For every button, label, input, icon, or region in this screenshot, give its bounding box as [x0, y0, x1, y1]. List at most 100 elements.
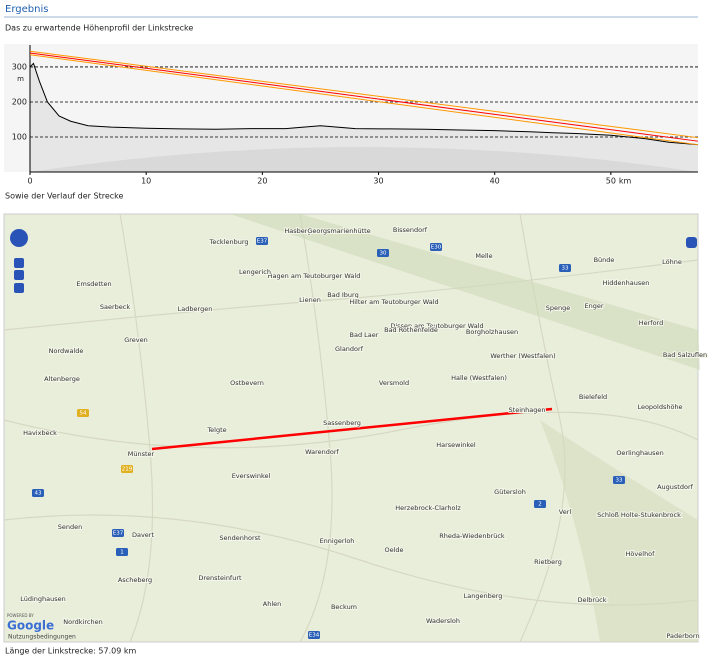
road-shield: [256, 237, 268, 245]
intro-text: Das zu erwartende Höhenprofil der Linkst…: [5, 24, 193, 33]
x-tick-label: 10: [141, 177, 151, 186]
place-label: Enger: [584, 302, 603, 310]
y-tick-label: 100: [12, 132, 27, 141]
place-label: Ennigerloh: [320, 537, 355, 545]
place-label: Leopoldshöhe: [637, 403, 682, 411]
place-label: Havixbeck: [23, 429, 57, 437]
road-shield: [613, 476, 625, 484]
route-line: [151, 407, 553, 451]
place-label: Dissen am Teutoburger Wald: [390, 322, 483, 330]
logo-caption: POWERED BY: [7, 613, 34, 618]
place-label: Sendenhorst: [219, 534, 261, 542]
place-label: Hagen am Teutoburger Wald: [268, 272, 361, 280]
terms-link[interactable]: Nutzungsbedingungen: [8, 634, 76, 641]
place-label: Beckum: [331, 603, 357, 611]
place-label: Halle (Westfalen): [451, 374, 507, 382]
x-tick-label: 30: [373, 177, 383, 186]
place-label: Bad Iburg: [327, 291, 358, 299]
terrain-area: [30, 63, 698, 172]
place-label: Bünde: [594, 256, 615, 264]
forest: [230, 214, 700, 370]
x-tick-label: 50: [606, 177, 616, 186]
sight-line: [29, 50, 699, 139]
map-controls[interactable]: [10, 229, 697, 293]
section-title: Ergebnis: [5, 4, 48, 15]
zoom-in[interactable]: [14, 258, 24, 268]
place-label: Harsewinkel: [436, 441, 476, 449]
roads: [3, 213, 699, 643]
road-number: 33: [562, 266, 569, 272]
road-number: E30: [431, 245, 442, 251]
place-label: Verl: [559, 508, 572, 516]
place-label: Melle: [475, 252, 492, 260]
terrain-line: [29, 62, 699, 146]
place-label: Rietberg: [534, 558, 562, 566]
place-label: Versmold: [379, 379, 409, 387]
map-caption: Sowie der Verlauf der Strecke: [5, 192, 123, 201]
place-label: Gütersloh: [494, 488, 526, 496]
road-number: 54: [80, 411, 87, 417]
place-label: Glandorf: [335, 345, 364, 353]
place-label: Greven: [124, 336, 148, 344]
place-label: Emsdetten: [76, 280, 111, 288]
place-label: Borgholzhausen: [466, 328, 518, 336]
road-number: 1: [120, 550, 124, 556]
place-label: Delbrück: [577, 596, 606, 604]
place-label: Ahlen: [263, 600, 282, 608]
road-shield: [534, 500, 546, 508]
place-label: Sassenberg: [323, 419, 361, 427]
place-label: Löhne: [662, 258, 682, 266]
place-label: Hilter am Teutoburger Wald: [349, 298, 438, 306]
map-type[interactable]: [686, 237, 697, 248]
x-tick-label: 0: [27, 177, 32, 186]
place-label: Augustdorf: [657, 483, 694, 491]
zoom-out[interactable]: [14, 283, 24, 293]
place-label: Lengerich: [239, 268, 271, 276]
elevation-profile: 100 200 300 m 0 10 20 30 40 50 km: [4, 44, 699, 186]
place-label: Nordkirchen: [63, 618, 102, 626]
place-label: Oerlinghausen: [616, 449, 663, 457]
place-label: Bad Rothenfelde: [384, 326, 438, 334]
footer-text: Länge der Linkstrecke: 57.09 km: [5, 647, 137, 656]
road-shield: [377, 249, 389, 257]
zoom-slider[interactable]: [14, 270, 24, 280]
road-number: 43: [35, 491, 42, 497]
place-label: Spenge: [546, 304, 571, 312]
place-label: Lüdinghausen: [20, 595, 66, 603]
place-label: Ascheberg: [118, 576, 152, 584]
place-label: Saerbeck: [100, 303, 130, 311]
place-label: Herford: [639, 319, 664, 327]
place-label: Rheda-Wiedenbrück: [439, 532, 505, 540]
road-shield: [559, 264, 571, 272]
google-logo: Google: [7, 619, 54, 633]
place-label: Wadersloh: [426, 617, 460, 625]
forest: [540, 420, 698, 642]
place-label: Lienen: [299, 296, 321, 304]
place-label: Bad Salzuflen: [663, 351, 707, 359]
place-label: Oelde: [384, 546, 403, 554]
place-label: Altenberge: [44, 375, 80, 383]
y-tick-label: 300: [12, 62, 27, 71]
place-label: Ostbevern: [230, 379, 264, 387]
sight-line: [29, 54, 699, 146]
place-label: Hövelhof: [626, 550, 656, 558]
road-number: 219: [122, 467, 133, 473]
road-number: E37: [113, 531, 124, 537]
road-number: E34: [309, 633, 320, 639]
place-label: Davert: [132, 531, 155, 539]
place-label: Georgsmarienhütte: [307, 227, 370, 235]
x-tick-label: 40: [490, 177, 500, 186]
road-shield: [112, 529, 124, 537]
place-label: Senden: [58, 523, 83, 531]
place-label: Langenberg: [464, 592, 503, 600]
road-shield: [121, 465, 133, 473]
place-label: Münster: [128, 450, 155, 458]
road-shield: [308, 631, 320, 639]
x-unit: km: [619, 177, 632, 186]
pan-control[interactable]: [10, 229, 28, 247]
place-label: Hiddenhausen: [603, 279, 650, 287]
place-label: Bissendorf: [393, 226, 428, 234]
place-label: Tecklenburg: [208, 238, 248, 246]
place-label: Everswinkel: [232, 472, 271, 480]
